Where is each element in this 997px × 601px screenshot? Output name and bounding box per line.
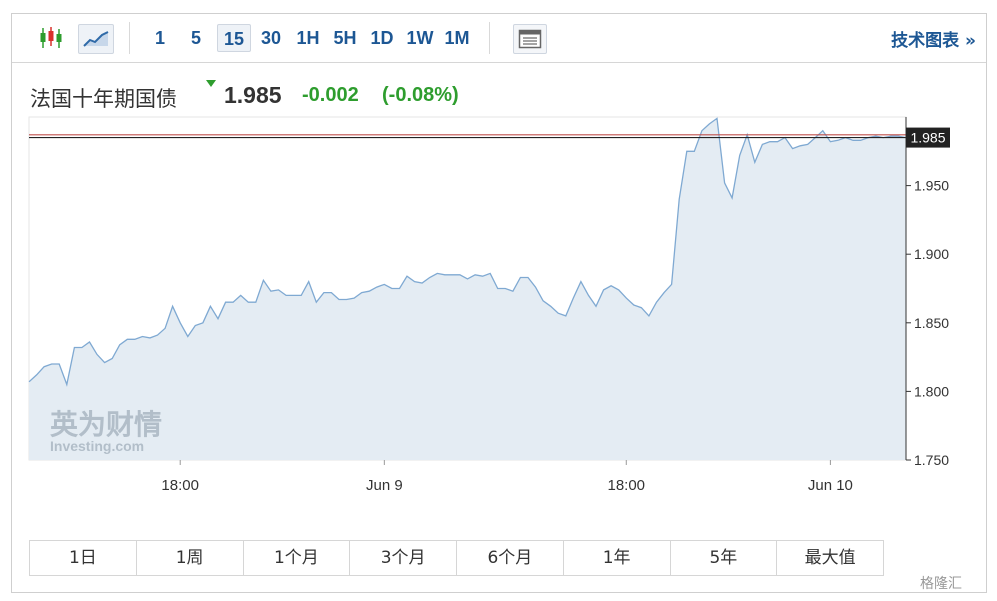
- instrument-name: 法国十年期国债: [30, 87, 177, 111]
- range-1y[interactable]: 1年: [564, 541, 671, 575]
- last-price-tag: 1.985: [906, 127, 950, 148]
- last-price: 1.985: [224, 82, 282, 108]
- candlestick-icon[interactable]: [36, 24, 66, 52]
- price-line: [28, 117, 907, 387]
- range-6m[interactable]: 6个月: [457, 541, 564, 575]
- toolbar-divider: [489, 22, 490, 54]
- last-price-tag-label: 1.985: [910, 130, 945, 146]
- y-tick-label: 1.800: [914, 383, 949, 399]
- investing-watermark: 英为财情 Investing.com: [50, 408, 162, 454]
- interval-5[interactable]: 5: [190, 28, 201, 48]
- x-tick-label: 18:00: [161, 477, 199, 494]
- table-icon[interactable]: [513, 24, 547, 54]
- range-1m[interactable]: 1个月: [244, 541, 351, 575]
- range-1w[interactable]: 1周: [137, 541, 244, 575]
- chart-toolbar: 1 5 15 30 1H 5H 1D 1W 1M 技术图表 »: [12, 14, 986, 63]
- x-tick-label: 18:00: [607, 477, 645, 494]
- range-max[interactable]: 最大值: [804, 548, 856, 568]
- down-arrow-icon: [205, 74, 217, 93]
- interval-15[interactable]: 15: [217, 24, 251, 52]
- range-1d[interactable]: 1日: [30, 541, 137, 575]
- y-tick-label: 1.950: [914, 178, 949, 194]
- price-chart[interactable]: 1.750 1.800 1.850 1.900 1.950 18:00 Jun 9 18:0…: [12, 14, 986, 514]
- price-area: [29, 118, 906, 461]
- gelonghui-watermark: 格隆汇: [920, 576, 962, 592]
- range-3m[interactable]: 3个月: [350, 541, 457, 575]
- interval-30[interactable]: 30: [260, 28, 282, 48]
- toolbar-divider: [129, 22, 130, 54]
- interval-5h[interactable]: 5H: [333, 28, 357, 48]
- interval-1[interactable]: 1: [154, 28, 165, 48]
- interval-1d[interactable]: 1D: [370, 28, 394, 48]
- y-tick-label: 1.850: [914, 315, 949, 331]
- price-change: -0.002: [302, 84, 359, 106]
- interval-1h[interactable]: 1H: [296, 28, 320, 48]
- price-change-percent: (-0.08%): [382, 84, 459, 106]
- y-tick-label: 1.900: [914, 246, 949, 262]
- watermark-cn: 英为财情: [50, 408, 162, 441]
- y-tick-label: 1.750: [914, 452, 949, 468]
- range-5y[interactable]: 5年: [671, 541, 778, 575]
- time-range-bar: 1日 1周 1个月 3个月 6个月 1年 5年 最大值: [29, 540, 884, 576]
- chart-widget: 1 5 15 30 1H 5H 1D 1W 1M 技术图表 » 法国十年期国债 …: [11, 13, 987, 593]
- watermark-en: Investing.com: [50, 438, 144, 454]
- x-tick-label: Jun 10: [808, 477, 853, 494]
- technical-chart-link[interactable]: 技术图表 »: [891, 31, 976, 51]
- line-chart-icon[interactable]: [78, 24, 114, 54]
- interval-1w[interactable]: 1W: [406, 28, 434, 48]
- instrument-header: 法国十年期国债 1.985 -0.002 (-0.08%): [12, 74, 986, 114]
- interval-1m[interactable]: 1M: [444, 28, 470, 48]
- x-tick-label: Jun 9: [366, 477, 403, 494]
